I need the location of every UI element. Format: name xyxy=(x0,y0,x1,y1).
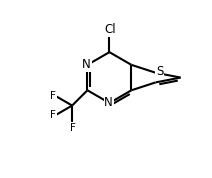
Text: N: N xyxy=(104,96,113,109)
Text: Cl: Cl xyxy=(104,23,116,36)
Text: F: F xyxy=(50,91,56,101)
Text: F: F xyxy=(70,123,76,133)
Text: N: N xyxy=(82,58,91,71)
Text: F: F xyxy=(50,111,56,121)
Text: S: S xyxy=(156,66,163,78)
